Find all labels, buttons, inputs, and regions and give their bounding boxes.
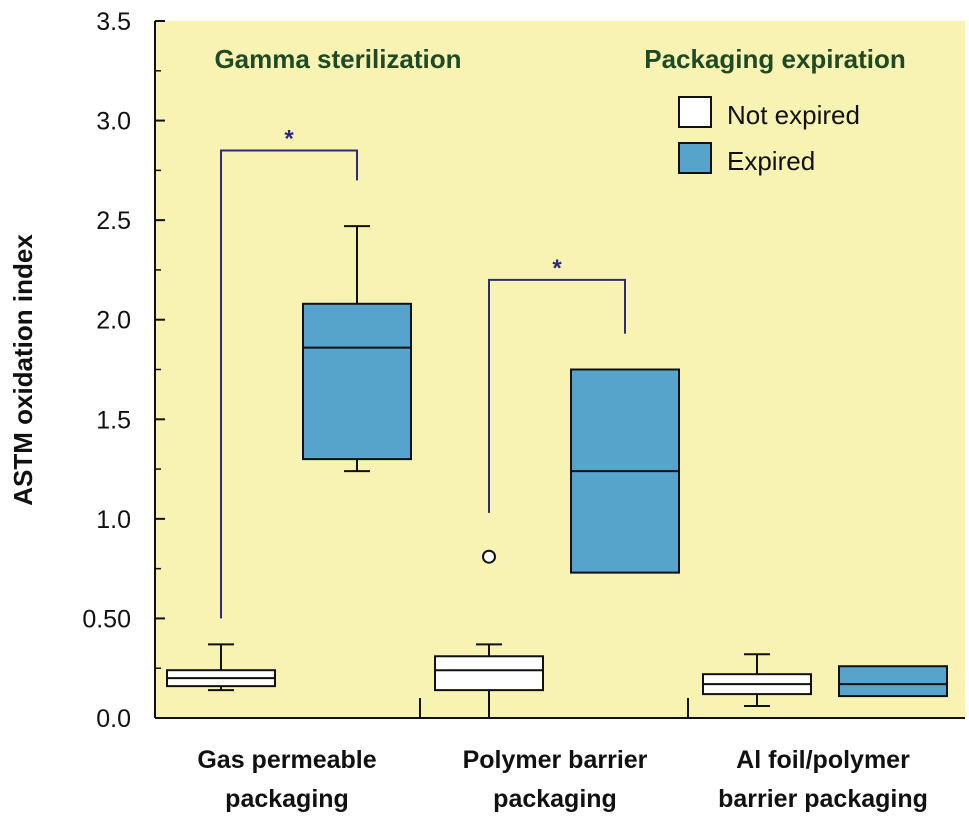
- legend-label-expired: Expired: [727, 146, 815, 176]
- y-tick-label: 3.0: [96, 108, 131, 136]
- y-tick-label: 0.0: [96, 705, 131, 733]
- legend-swatch-not-expired: [678, 96, 712, 128]
- y-tick-label: 1.0: [96, 506, 131, 534]
- legend-title: Packaging expiration: [644, 44, 906, 74]
- y-tick-label: 1.5: [96, 406, 131, 434]
- box-not-expired-cat2: [702, 653, 812, 708]
- y-tick-label: 2.5: [96, 207, 131, 235]
- box-expired-cat0: [302, 225, 412, 473]
- category-label-gas-permeable-line1: Gas permeable: [197, 746, 376, 774]
- y-tick-label: 3.5: [96, 8, 131, 36]
- category-label-polymer-barrier-line1: Polymer barrier: [463, 746, 648, 774]
- outlier-point: [482, 549, 496, 564]
- y-tick-label: 0.50: [82, 605, 131, 633]
- chart-annotation-title: Gamma sterilization: [214, 44, 461, 74]
- significance-star: *: [552, 255, 562, 282]
- y-tick-label: 2.0: [96, 307, 131, 335]
- significance-star: *: [284, 125, 294, 152]
- legend-label-not-expired: Not expired: [727, 100, 860, 130]
- category-label-gas-permeable-line2: packaging: [225, 785, 349, 813]
- box-iqr: [302, 302, 412, 461]
- category-label-polymer-barrier-line2: packaging: [493, 785, 617, 813]
- category-label-al-foil-line2: barrier packaging: [718, 785, 928, 813]
- box-iqr: [838, 665, 948, 698]
- plot-background: [155, 21, 965, 718]
- legend-swatch-expired: [678, 142, 712, 174]
- category-label-al-foil-line1: Al foil/polymer: [736, 746, 910, 774]
- box-not-expired-cat0: [166, 643, 276, 692]
- box-not-expired-cat1: [434, 549, 544, 718]
- significance-bracket: [220, 149, 358, 619]
- significance-bracket: [488, 278, 626, 513]
- box-iqr: [434, 655, 544, 692]
- y-axis-label: ASTM oxidation index: [8, 234, 38, 506]
- box-expired-cat1: [570, 368, 680, 574]
- box-expired-cat2: [838, 665, 948, 698]
